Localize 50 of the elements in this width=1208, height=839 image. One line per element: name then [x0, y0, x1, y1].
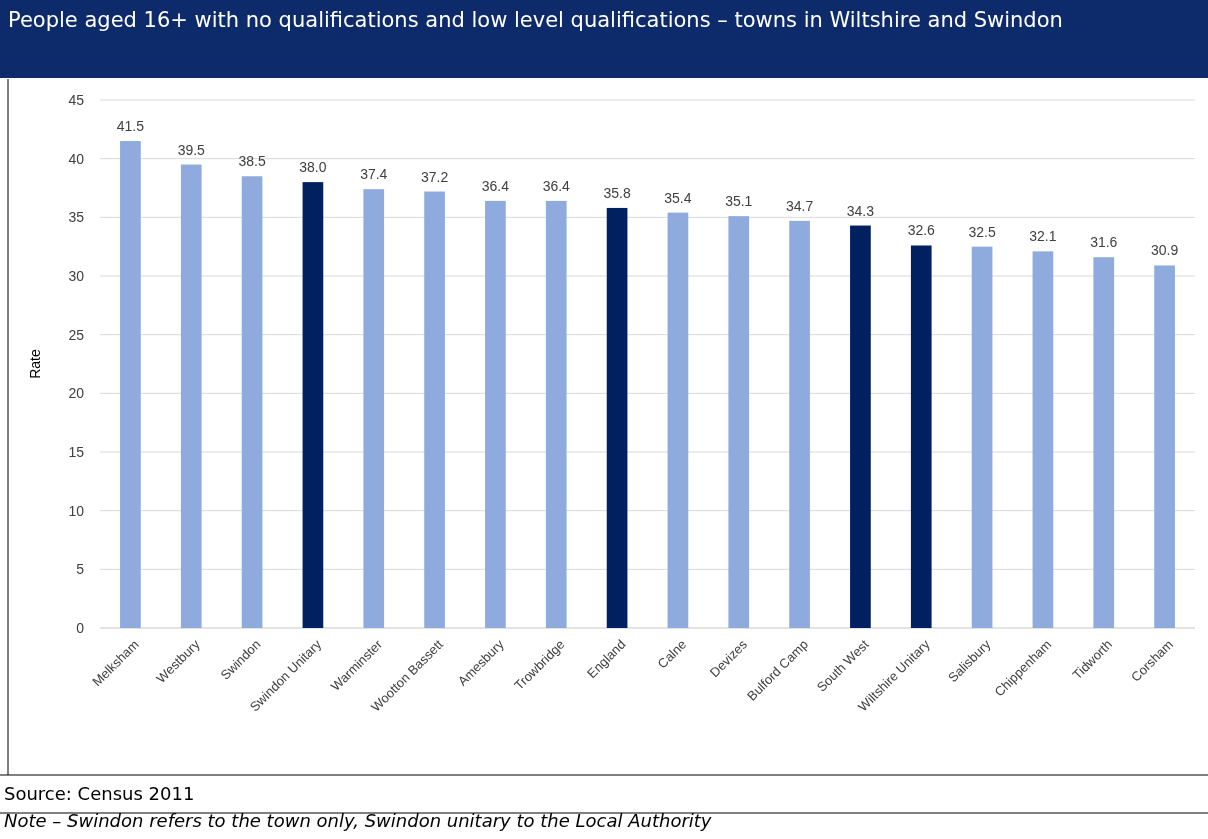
bar [910, 245, 932, 628]
data-label: 32.6 [907, 222, 936, 239]
bar [363, 189, 385, 628]
bar [971, 246, 993, 628]
data-label: 41.5 [116, 118, 145, 135]
data-label: 31.6 [1090, 234, 1118, 251]
chart-title: People aged 16+ with no qualifications and low level qualifications – towns in Wiltshire and Swindon [8, 7, 1064, 34]
bar [241, 176, 263, 628]
text: Note – Swindon refers to the town only, Swindon unitary to the Local Authority [4, 810, 712, 831]
data-label: 34.7 [785, 197, 814, 214]
bar [1032, 251, 1054, 628]
data-label: 36.4 [481, 177, 510, 194]
data-label: 32.1 [1029, 228, 1057, 245]
bar [180, 164, 202, 628]
data-label: 35.1 [725, 193, 753, 210]
data-label: 36.4 [542, 177, 571, 194]
bar [424, 191, 445, 628]
bar [302, 182, 324, 628]
y-axis-title: Rate [27, 349, 43, 379]
bar [850, 225, 871, 628]
data-label: 30.9 [1150, 242, 1179, 259]
y-tick-label: 15 [68, 443, 85, 460]
y-tick-label: 0 [76, 619, 85, 636]
data-label: 37.2 [420, 168, 449, 185]
bar [545, 200, 567, 628]
bar [667, 212, 689, 628]
bar [120, 141, 141, 628]
y-tick-label: 25 [68, 326, 85, 343]
source-note: Source: Census 2011 [4, 783, 195, 804]
bar [1154, 265, 1175, 628]
y-tick-label: 45 [68, 91, 85, 108]
y-tick-label: 30 [68, 267, 85, 284]
data-label: 35.8 [603, 184, 631, 201]
bar [728, 216, 750, 628]
y-tick-label: 10 [68, 502, 85, 519]
bar [1093, 257, 1115, 628]
data-label: 32.5 [968, 223, 996, 240]
bar [789, 220, 810, 628]
data-label: 35.4 [664, 189, 692, 206]
y-tick-label: 35 [68, 209, 85, 226]
data-label: 38.5 [238, 153, 266, 170]
data-label: 39.5 [177, 141, 206, 158]
y-tick-label: 40 [68, 150, 85, 167]
data-label: 37.4 [360, 166, 388, 183]
bar [606, 207, 628, 628]
y-tick-label: 5 [76, 561, 85, 578]
bar [485, 200, 506, 628]
data-label: 38.0 [299, 159, 327, 176]
y-tick-label: 20 [68, 385, 85, 402]
data-label: 34.3 [846, 202, 875, 219]
